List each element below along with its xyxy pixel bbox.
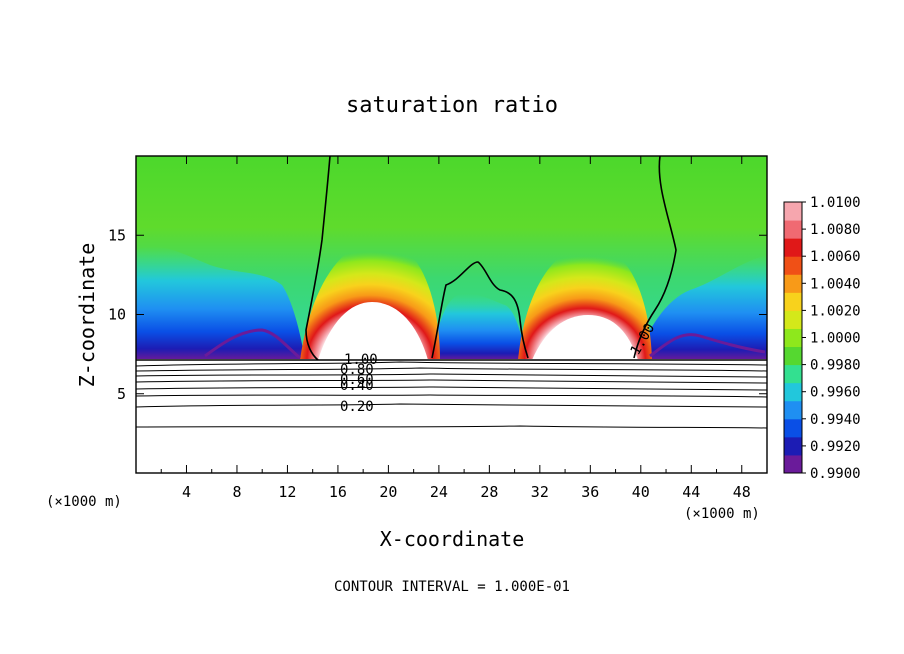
contour-0.30 [136,394,767,398]
colorbar-label: 0.9940 [810,412,861,428]
lower-field [136,359,767,473]
colorbar-segment [784,400,802,420]
x-tick-label: 20 [379,483,397,501]
contour-label: 1.00 [344,352,378,368]
colorbar-label: 1.0060 [810,249,861,265]
contour-0.60 [136,373,767,378]
contour-label: 0.60 [340,372,374,388]
colorbar: 1.0100 1.0080 1.0060 1.0040 1.0020 1.0000 0.99… [783,195,861,482]
x-tick-label: 8 [232,483,241,501]
colorbar-segment [784,382,802,402]
contour-label: 0.80 [340,362,374,378]
x-tick-label: 48 [733,483,751,501]
colorbar-segment [784,454,802,474]
cloud-core-left [318,302,428,360]
colorbar-label: 1.0040 [810,276,861,292]
x-unit-left: (×1000 m) [46,494,122,510]
colorbar-segment [784,274,802,293]
contour-0.80 [136,361,767,367]
contour-interval-footer: CONTOUR INTERVAL = 1.000E-01 [334,579,570,595]
colorbar-label: 0.9980 [810,358,861,374]
contour-0.40 [136,386,767,391]
cloud-core-right [532,315,638,360]
contour-1.00-right [633,156,677,359]
colorbar-segment [784,310,802,329]
colorbar-segment [784,346,802,366]
y-tick-label: 5 [117,385,126,403]
dry-zone-left [136,246,305,360]
x-tick-label: 4 [182,483,191,501]
colorbar-segment [784,418,802,438]
colorbar-label: 1.0100 [810,195,861,211]
colorbar-segment [784,202,802,221]
x-tick-label: 28 [480,483,498,501]
contour-label: 0.20 [340,399,374,415]
x-axis-ticks: 4 8 12 16 20 24 28 32 36 40 44 48 [160,156,751,501]
contour-1.00-middle [431,261,529,359]
x-unit-right: (×1000 m) [684,506,760,522]
y-axis-label: Z-coordinate [75,243,99,388]
colorbar-segment [784,328,802,348]
contour-1.00-left [305,156,331,361]
contour-label: 0.40 [340,378,374,394]
y-axis-ticks: 5 10 15 [108,226,767,403]
y-tick-label: 10 [108,306,126,324]
y-tick-label: 15 [108,226,126,244]
colorbar-segment [784,220,802,239]
contour-0.70 [136,367,767,372]
x-tick-label: 24 [430,483,448,501]
purple-rim-right [649,333,766,358]
contour-0.50 [136,379,767,384]
plot-area [136,156,767,473]
x-axis-label: X-coordinate [380,527,525,551]
colorbar-label: 1.0000 [810,331,861,347]
colorbar-label: 1.0020 [810,303,861,319]
contour-0.10 [136,425,767,429]
colorbar-segment [784,238,802,257]
x-tick-label: 36 [581,483,599,501]
dry-zone-right [636,255,767,360]
chart-title: saturation ratio [346,93,558,118]
contour-0.20 [136,403,767,408]
x-tick-label: 32 [531,483,549,501]
colorbar-label: 1.0080 [810,222,861,238]
x-tick-label: 12 [278,483,296,501]
colorbar-segment [784,256,802,275]
colorbar-segment [784,436,802,456]
colorbar-label: 0.9900 [810,466,861,482]
dry-zone-middle [432,293,528,360]
x-tick-label: 44 [682,483,700,501]
colorbar-segment [784,364,802,384]
colorbar-label: 0.9920 [810,439,861,455]
purple-rim-left [204,328,301,360]
x-tick-label: 16 [329,483,347,501]
colorbar-label: 0.9960 [810,385,861,401]
colorbar-segment [784,292,802,311]
x-tick-label: 40 [632,483,650,501]
